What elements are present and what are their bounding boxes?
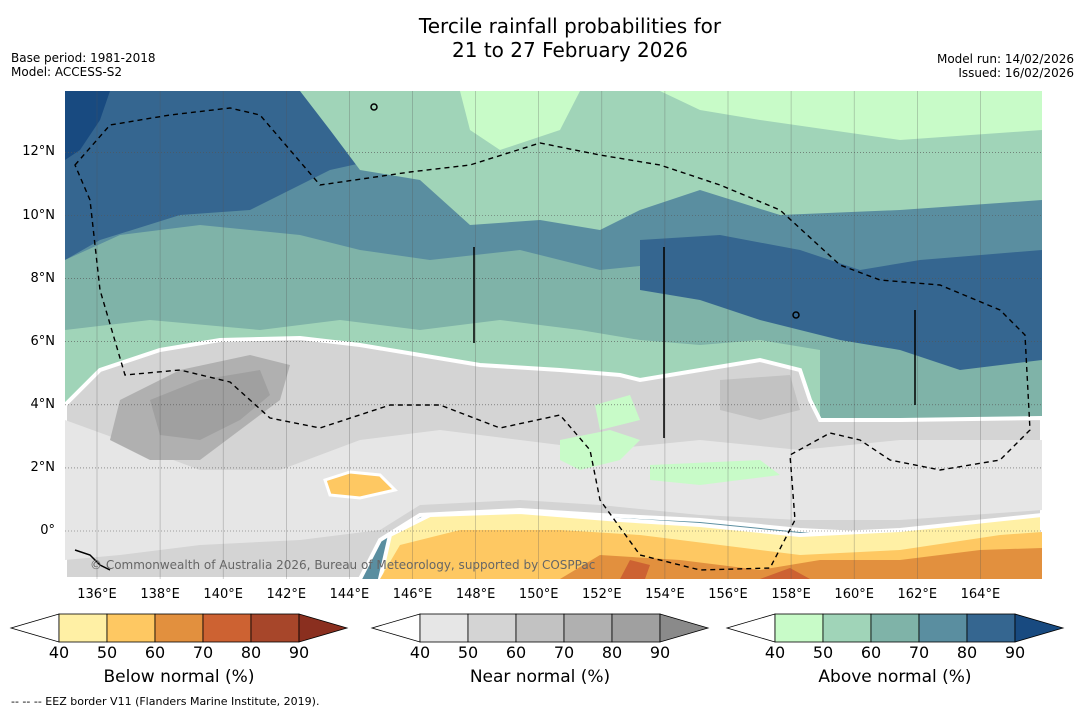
colorbar-tick-label: 50 xyxy=(96,643,118,662)
longitude-label: 144°E xyxy=(329,587,370,602)
issued-date: Issued: 16/02/2026 xyxy=(958,66,1074,80)
below-normal-patch xyxy=(323,470,398,500)
colorbar-tick-label: 50 xyxy=(457,643,479,662)
colorbar-tick-label: 70 xyxy=(553,643,575,662)
colorbar-tick-label: 60 xyxy=(144,643,166,662)
base-period: Base period: 1981-2018 xyxy=(11,51,156,65)
longitude-label: 136°E xyxy=(77,587,117,602)
run-info: Model run: 14/02/2026 Issued: 16/02/2026 xyxy=(937,52,1074,80)
colorbar-tick-label: 50 xyxy=(812,643,834,662)
colorbar-title: Below normal (%) xyxy=(103,667,255,687)
above-normal-40-patch xyxy=(560,395,780,485)
colorbar-tick-label: 90 xyxy=(649,643,671,662)
latitude-label: 4°N xyxy=(30,396,56,412)
longitude-label: 160°E xyxy=(834,587,874,602)
chart-title-line2: 21 to 27 February 2026 xyxy=(452,38,688,62)
below-normal-70 xyxy=(620,560,810,579)
model-info: Base period: 1981-2018 Model: ACCESS-S2 xyxy=(11,51,156,79)
colorbar-tick-label: 80 xyxy=(240,643,262,662)
longitude-label: 158°E xyxy=(771,587,811,602)
above-normal-80-nw xyxy=(65,91,110,160)
colorbar-tick-label: 40 xyxy=(409,643,431,662)
colorbar-tick-label: 90 xyxy=(288,643,310,662)
latitude-label: 2°N xyxy=(30,459,56,475)
latitude-label: 6°N xyxy=(30,333,56,349)
longitude-label: 148°E xyxy=(455,587,496,602)
colorbar-title: Above normal (%) xyxy=(818,667,972,687)
eez-footnote: -- -- -- EEZ border V11 (Flanders Marine… xyxy=(11,695,320,708)
copyright-notice: © Commonwealth of Australia 2026, Bureau… xyxy=(90,558,596,572)
chart-title-line1: Tercile rainfall probabilities for xyxy=(418,14,722,38)
longitude-label: 146°E xyxy=(392,587,433,602)
near-normal-50-east xyxy=(720,375,800,420)
model-name: Model: ACCESS-S2 xyxy=(11,65,123,79)
colorbar-tick-label: 70 xyxy=(908,643,930,662)
above-normal-70-east xyxy=(640,235,1042,370)
near-normal-40 xyxy=(65,420,1042,560)
model-run-date: Model run: 14/02/2026 xyxy=(936,52,1074,66)
colorbar-tick-label: 90 xyxy=(1004,643,1026,662)
eez-border-line xyxy=(74,107,1031,571)
longitude-label: 162°E xyxy=(897,587,938,602)
colorbar-tick-label: 60 xyxy=(860,643,882,662)
latitude-label: 12°N xyxy=(22,144,55,160)
colorbar-tick-label: 60 xyxy=(505,643,527,662)
below-normal-60 xyxy=(560,548,1042,579)
longitude-label: 152°E xyxy=(582,587,622,602)
gridlines xyxy=(65,91,1042,579)
island-outlines xyxy=(74,103,916,571)
probability-fields xyxy=(65,91,1042,579)
colorbar-tick-label: 80 xyxy=(956,643,978,662)
longitude-label: 154°E xyxy=(645,587,685,602)
longitude-label: 164°E xyxy=(960,587,1001,602)
longitude-label: 138°E xyxy=(140,587,180,602)
colorbar-tick-label: 40 xyxy=(48,643,70,662)
longitude-label: 156°E xyxy=(708,587,748,602)
latitude-label: 10°N xyxy=(22,207,55,223)
colorbar-title: Near normal (%) xyxy=(469,667,611,687)
colorbar-tick-label: 70 xyxy=(192,643,214,662)
above-normal-40-top xyxy=(460,91,1042,150)
latitude-label: 0° xyxy=(40,523,55,538)
longitude-label: 150°E xyxy=(518,587,559,602)
latitude-label: 8°N xyxy=(30,270,56,286)
longitude-label: 142°E xyxy=(266,587,307,602)
colorbar-tick-label: 40 xyxy=(764,643,786,662)
colorbar-tick-label: 80 xyxy=(601,643,623,662)
longitude-label: 140°E xyxy=(203,587,243,602)
